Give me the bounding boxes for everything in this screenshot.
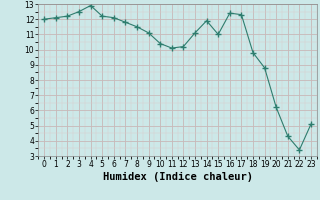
X-axis label: Humidex (Indice chaleur): Humidex (Indice chaleur) (103, 172, 252, 182)
